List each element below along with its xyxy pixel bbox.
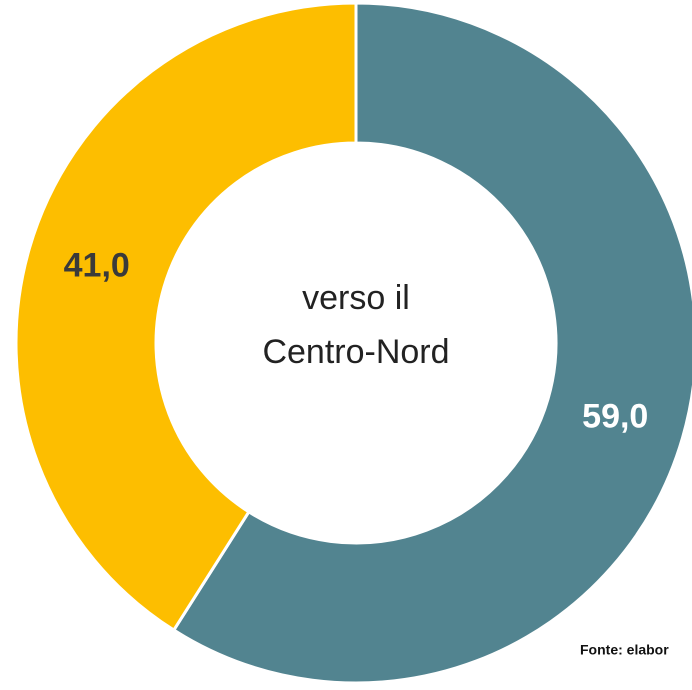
- value-label: 41,0: [64, 247, 130, 285]
- donut-slice: [14, 1, 358, 633]
- source-note: Fonte: elabor: [580, 642, 669, 658]
- donut-slice: [171, 1, 692, 685]
- center-label: verso il: [302, 279, 410, 317]
- value-label: 59,0: [582, 397, 648, 435]
- center-label: Centro-Nord: [262, 333, 449, 371]
